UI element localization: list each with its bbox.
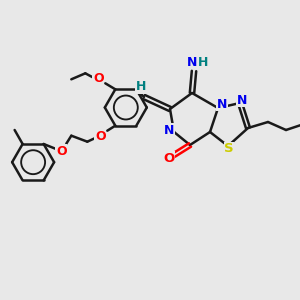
- Text: S: S: [224, 142, 234, 155]
- Text: N: N: [187, 56, 197, 68]
- Text: O: O: [93, 72, 104, 85]
- Text: H: H: [136, 80, 146, 94]
- Text: O: O: [56, 145, 67, 158]
- Text: N: N: [217, 98, 227, 110]
- Text: H: H: [198, 56, 208, 68]
- Text: O: O: [164, 152, 175, 164]
- Text: N: N: [237, 94, 247, 106]
- Text: O: O: [95, 130, 106, 143]
- Text: N: N: [164, 124, 174, 136]
